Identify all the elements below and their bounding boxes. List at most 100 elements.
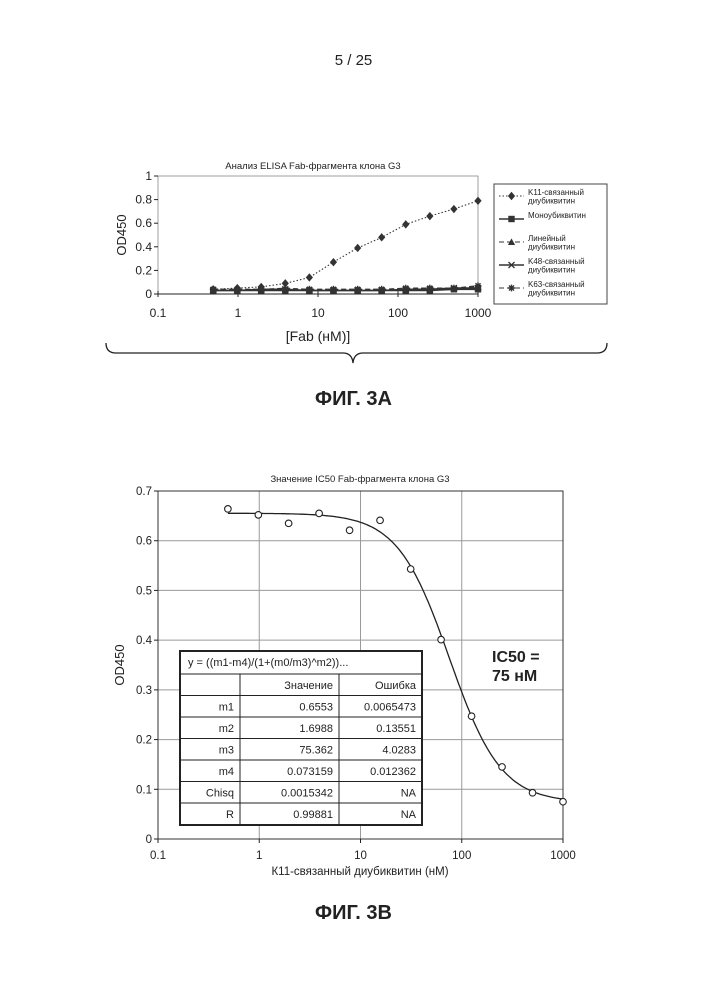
data-point	[474, 196, 482, 205]
data-point	[330, 285, 337, 293]
table-row-name: m2	[219, 723, 234, 735]
table-row-value: 0.0015342	[281, 788, 333, 800]
data-point	[209, 285, 217, 293]
data-point	[474, 282, 482, 290]
x-axis-label: [Fab (нM)]	[286, 328, 351, 344]
x-tick-label: 0.1	[150, 850, 166, 862]
data-point	[305, 273, 313, 282]
legend-label-line: диубиквитин	[528, 197, 575, 206]
table-row-name: m3	[219, 745, 234, 757]
data-point	[376, 516, 384, 525]
y-tick-label: 1	[145, 169, 152, 183]
table-row-name: m1	[219, 702, 234, 714]
table-row-value: 0.99881	[293, 809, 333, 821]
table-row-error: NA	[401, 809, 417, 821]
legend-label-line: диубиквитин	[528, 266, 575, 275]
data-point	[406, 565, 415, 573]
data-point	[281, 279, 289, 288]
figure-bracket	[105, 342, 608, 364]
data-point	[498, 763, 506, 771]
data-point	[257, 285, 265, 293]
legend-label: K63-связанный диубиквитин	[528, 280, 585, 298]
page-number: 5 / 25	[334, 52, 373, 69]
y-tick-label: 0	[146, 834, 152, 846]
x-tick-label: 1000	[550, 850, 576, 862]
legend-label-line: Моноубиквитин	[528, 211, 586, 220]
y-tick-label: 0.3	[136, 685, 152, 697]
chart-fig-3b: Значение IC50 Fab-фрагмента клона G3 0.1 1…	[112, 474, 576, 878]
data-point	[528, 788, 537, 797]
table-row-error: 0.0065473	[364, 702, 416, 714]
data-point	[305, 285, 313, 293]
table-row-value: 75.362	[299, 745, 333, 757]
data-point	[437, 635, 445, 644]
data-point	[233, 285, 241, 293]
data-point	[378, 285, 386, 293]
data-point	[450, 204, 458, 214]
legend-label-line: Линейный	[528, 234, 566, 243]
legend-entry-2: Моноубиквитин	[499, 211, 586, 223]
series-5	[209, 282, 482, 293]
data-point	[224, 505, 232, 513]
legend-entry-3: Линейный диубиквитин	[499, 234, 575, 252]
x-tick-label: 1	[235, 306, 242, 320]
data-point	[450, 284, 458, 292]
data-point	[378, 233, 386, 242]
legend-marker	[507, 238, 516, 245]
data-point	[315, 509, 323, 518]
data-point	[354, 285, 362, 293]
legend-label: K11-связанный диубиквитин	[528, 188, 584, 206]
chart-fig-3a: Анализ ELISA Fab-фрагмента клона G3 0.1 1 1…	[105, 161, 608, 364]
y-tick-label: 0.6	[135, 216, 152, 230]
data-point	[284, 519, 293, 528]
table-row-error: 4.0283	[382, 745, 416, 757]
table-row-error: 0.012362	[370, 766, 416, 778]
table-row-error: NA	[401, 788, 417, 800]
data-point	[354, 243, 362, 253]
data-point	[254, 511, 263, 519]
legend: K11-связанный диубиквитинМоноубиквитинЛин…	[493, 183, 608, 305]
ic50-annotation-line2: 75 нМ	[492, 668, 537, 685]
figure-3b-caption: ФИГ. 3B	[315, 902, 392, 924]
series-1	[209, 196, 482, 294]
legend-label: Моноубиквитин	[528, 211, 586, 220]
legend-label-line: диубиквитин	[528, 289, 575, 298]
series-line	[213, 200, 479, 290]
legend-marker	[508, 284, 515, 292]
legend-label-line: K48-связанный	[528, 257, 585, 266]
data-point	[467, 712, 476, 721]
legend-label: Линейный диубиквитин	[528, 234, 575, 252]
ic50-annotation-line1: IC50 =	[492, 649, 540, 666]
x-tick-label: 1	[256, 850, 262, 862]
fit-parameters-table: y = ((m1-m4)/(1+(m0/m3)^m2))... Значение О…	[179, 650, 423, 826]
x-axis-label: К11-связанный диубиквитин (нМ)	[271, 866, 448, 878]
table-row-name: m4	[219, 766, 234, 778]
table-header-error: Ошибка	[375, 680, 417, 692]
y-tick-label: 0.6	[136, 536, 152, 548]
y-tick-label: 0.2	[136, 735, 152, 747]
y-tick-label: 0.4	[136, 635, 153, 647]
x-tick-label: 10	[311, 306, 325, 320]
x-tick-label: 100	[388, 306, 408, 320]
legend-label-line: K63-связанный	[528, 280, 585, 289]
legend-marker	[508, 215, 515, 223]
y-tick-label: 0.7	[136, 486, 152, 498]
table-row-value: 0.073159	[287, 766, 333, 778]
table-row-value: 1.6988	[299, 723, 333, 735]
table-row-name: Chisq	[206, 788, 234, 800]
data-point	[402, 220, 410, 229]
table-row-name: R	[226, 809, 234, 821]
legend-label-line: диубиквитин	[528, 243, 575, 252]
chart-title: Значение IC50 Fab-фрагмента клона G3	[270, 474, 449, 485]
data-point	[559, 797, 567, 806]
legend-entry-4: K48-связанный диубиквитин	[499, 257, 585, 275]
data-point	[402, 284, 410, 292]
data-point	[345, 526, 354, 535]
x-tick-label: 0.1	[150, 306, 167, 320]
data-point	[426, 211, 434, 221]
x-tick-label: 100	[452, 850, 471, 862]
y-tick-label: 0.5	[136, 585, 152, 597]
data-point	[329, 257, 338, 267]
legend-label-line: K11-связанный	[528, 188, 584, 197]
data-points	[224, 505, 567, 806]
